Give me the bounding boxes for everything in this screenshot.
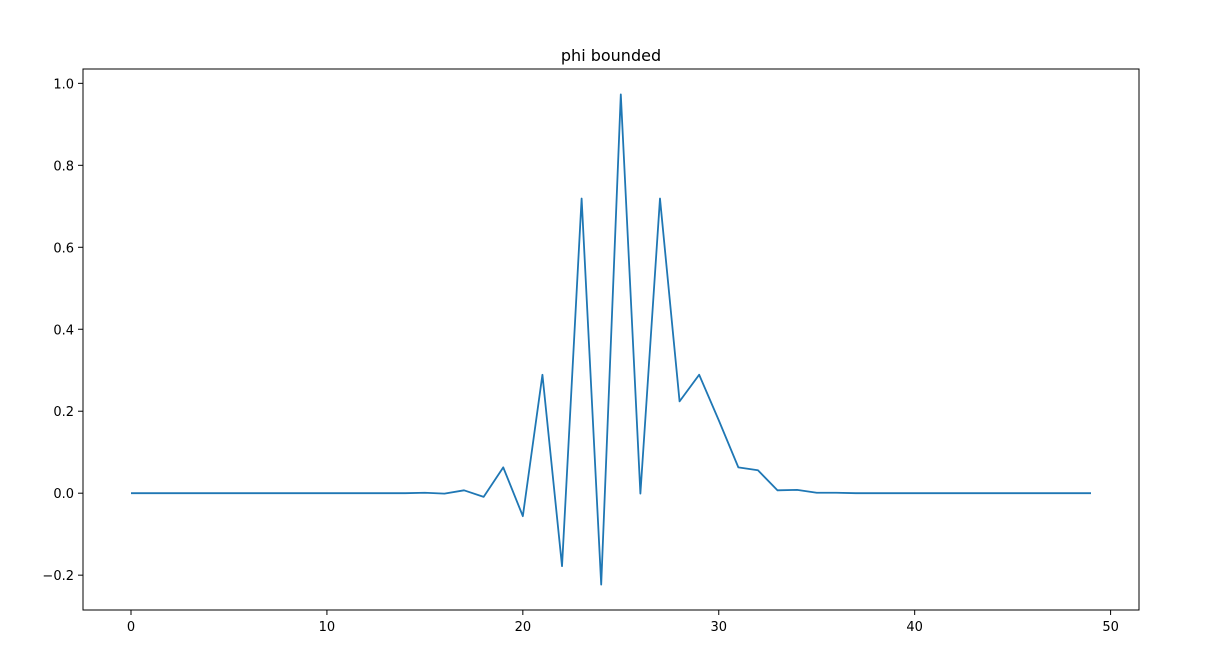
y-tick-label: 0.8 <box>53 159 74 174</box>
y-tick-label: −0.2 <box>42 569 74 584</box>
chart-title: phi bounded <box>561 46 661 65</box>
x-tick-label: 20 <box>515 620 532 635</box>
x-axis: 0 10 20 30 40 50 <box>127 610 1119 635</box>
y-tick-label: 0.6 <box>53 241 74 256</box>
y-tick-label: 0.4 <box>53 323 74 338</box>
x-tick-label: 40 <box>906 620 923 635</box>
y-axis: −0.2 0.0 0.2 0.4 0.6 0.8 1.0 <box>42 77 83 584</box>
y-tick-label: 0.0 <box>53 487 74 502</box>
x-tick-label: 50 <box>1102 620 1119 635</box>
y-tick-label: 0.2 <box>53 405 74 420</box>
plot-area: 0 10 20 30 40 50 −0.2 0.0 0.2 0.4 0.6 0.8 1.0 <box>42 68 1140 635</box>
x-tick-label: 0 <box>127 620 135 635</box>
axes-frame <box>82 68 1140 611</box>
y-tick-label: 1.0 <box>53 77 74 92</box>
x-tick-label: 10 <box>319 620 336 635</box>
series-line-1 <box>131 93 1091 586</box>
x-tick-label: 30 <box>710 620 727 635</box>
series-layer <box>131 93 1091 586</box>
